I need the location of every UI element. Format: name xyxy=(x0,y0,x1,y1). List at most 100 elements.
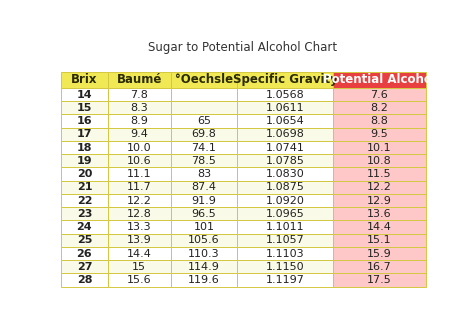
Text: 83: 83 xyxy=(197,169,211,179)
Bar xyxy=(61,181,108,194)
Text: 11.7: 11.7 xyxy=(127,182,152,192)
Text: 14: 14 xyxy=(77,89,92,99)
Bar xyxy=(61,207,108,220)
Bar xyxy=(61,141,108,154)
Bar xyxy=(108,220,171,234)
Text: 20: 20 xyxy=(77,169,92,179)
Text: 19: 19 xyxy=(77,156,92,166)
Text: 17.5: 17.5 xyxy=(367,275,392,285)
Text: 1.0698: 1.0698 xyxy=(265,129,304,139)
Text: 10.1: 10.1 xyxy=(367,143,392,152)
Bar xyxy=(171,274,237,287)
Bar xyxy=(108,141,171,154)
Bar xyxy=(237,274,333,287)
Text: 69.8: 69.8 xyxy=(191,129,217,139)
Bar xyxy=(108,88,171,101)
Bar xyxy=(108,194,171,207)
Bar xyxy=(61,234,108,247)
Bar xyxy=(171,154,237,167)
Text: 13.9: 13.9 xyxy=(127,235,152,245)
Text: 23: 23 xyxy=(77,209,92,219)
Bar xyxy=(61,114,108,128)
Bar xyxy=(108,167,171,181)
Bar xyxy=(108,234,171,247)
Bar xyxy=(237,154,333,167)
Text: 1.1057: 1.1057 xyxy=(265,235,304,245)
Text: 8.2: 8.2 xyxy=(370,103,388,113)
Bar xyxy=(108,72,171,88)
Text: 105.6: 105.6 xyxy=(188,235,220,245)
Bar xyxy=(108,260,171,274)
Bar xyxy=(61,247,108,260)
Text: 10.8: 10.8 xyxy=(367,156,392,166)
Bar xyxy=(333,260,426,274)
Bar xyxy=(171,220,237,234)
Bar xyxy=(171,194,237,207)
Bar xyxy=(61,101,108,114)
Text: 15.9: 15.9 xyxy=(367,249,392,259)
Text: 25: 25 xyxy=(77,235,92,245)
Text: 96.5: 96.5 xyxy=(191,209,216,219)
Text: 1.1103: 1.1103 xyxy=(266,249,304,259)
Text: 7.6: 7.6 xyxy=(370,89,388,99)
Text: 87.4: 87.4 xyxy=(191,182,217,192)
Bar xyxy=(171,128,237,141)
Text: 1.1197: 1.1197 xyxy=(265,275,304,285)
Bar xyxy=(171,72,237,88)
Text: 114.9: 114.9 xyxy=(188,262,220,272)
Bar xyxy=(237,207,333,220)
Text: Specific Gravity: Specific Gravity xyxy=(233,73,337,86)
Bar xyxy=(108,128,171,141)
Bar xyxy=(61,88,108,101)
Text: 14.4: 14.4 xyxy=(127,249,152,259)
Text: Baumé: Baumé xyxy=(117,73,162,86)
Text: 1.0611: 1.0611 xyxy=(266,103,304,113)
Text: 12.2: 12.2 xyxy=(127,196,152,206)
Text: 13.6: 13.6 xyxy=(367,209,392,219)
Text: 26: 26 xyxy=(77,249,92,259)
Text: Sugar to Potential Alcohol Chart: Sugar to Potential Alcohol Chart xyxy=(148,41,337,54)
Text: 101: 101 xyxy=(193,222,214,232)
Bar xyxy=(61,154,108,167)
Text: 1.0830: 1.0830 xyxy=(265,169,304,179)
Bar xyxy=(237,101,333,114)
Text: 1.0785: 1.0785 xyxy=(265,156,304,166)
Bar xyxy=(61,274,108,287)
Text: 14.4: 14.4 xyxy=(367,222,392,232)
Text: 15.1: 15.1 xyxy=(367,235,392,245)
Bar xyxy=(333,167,426,181)
Bar xyxy=(171,114,237,128)
Text: 9.5: 9.5 xyxy=(370,129,388,139)
Bar xyxy=(171,260,237,274)
Bar xyxy=(61,128,108,141)
Bar xyxy=(108,207,171,220)
Bar xyxy=(108,247,171,260)
Text: 91.9: 91.9 xyxy=(191,196,217,206)
Text: 17: 17 xyxy=(77,129,92,139)
Bar xyxy=(108,274,171,287)
Bar xyxy=(171,141,237,154)
Bar xyxy=(61,194,108,207)
Bar xyxy=(333,114,426,128)
Bar xyxy=(237,128,333,141)
Bar xyxy=(171,234,237,247)
Bar xyxy=(333,141,426,154)
Bar xyxy=(237,88,333,101)
Bar xyxy=(61,72,108,88)
Bar xyxy=(171,247,237,260)
Text: 22: 22 xyxy=(77,196,92,206)
Text: 7.8: 7.8 xyxy=(130,89,148,99)
Text: 15: 15 xyxy=(77,103,92,113)
Bar xyxy=(237,181,333,194)
Text: 13.3: 13.3 xyxy=(127,222,151,232)
Bar xyxy=(333,88,426,101)
Text: 12.8: 12.8 xyxy=(127,209,152,219)
Text: 1.0654: 1.0654 xyxy=(265,116,304,126)
Text: 119.6: 119.6 xyxy=(188,275,220,285)
Text: 8.9: 8.9 xyxy=(130,116,148,126)
Bar xyxy=(171,167,237,181)
Text: 1.1150: 1.1150 xyxy=(266,262,304,272)
Text: 16.7: 16.7 xyxy=(367,262,392,272)
Bar xyxy=(171,88,237,101)
Text: 9.4: 9.4 xyxy=(130,129,148,139)
